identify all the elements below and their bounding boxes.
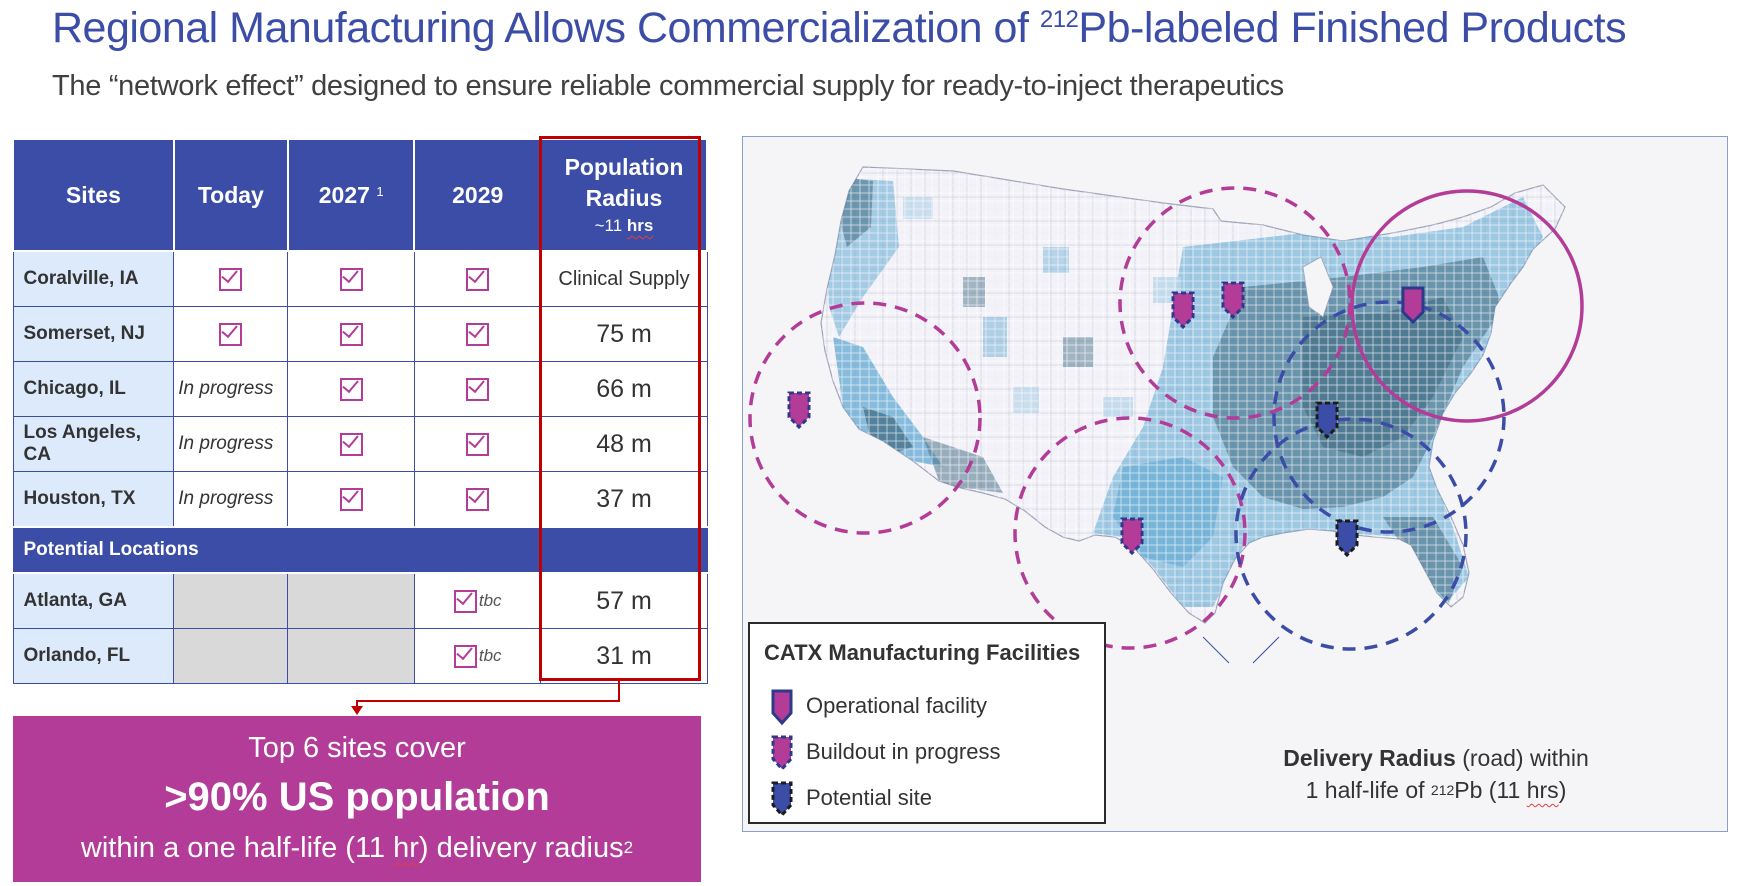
marker-chicago-buildout: [1171, 291, 1195, 330]
table-row: Coralville, IA Clinical Supply: [12, 250, 708, 307]
checkbox-checked-icon: [339, 487, 363, 511]
radius-circle-los-angeles: [748, 301, 982, 535]
checkbox-checked-icon: [453, 589, 477, 613]
marker-somerset-operational: [1401, 286, 1425, 325]
y2029-cell: [413, 471, 542, 528]
radius-cell: 31 m: [540, 628, 708, 684]
radius-circle-chicago: [1118, 186, 1352, 420]
header-population-radius: Population Radius ~11 hrs: [539, 138, 709, 252]
potential-locations-row: Potential Locations: [12, 526, 708, 574]
checkbox-checked-icon: [339, 377, 363, 401]
radius-circle-orlando: [1234, 417, 1468, 651]
today-cell: [173, 306, 289, 362]
checkbox-checked-icon: [466, 322, 490, 346]
y2027-cell: [287, 416, 415, 472]
header-2027: 2027 1: [286, 138, 416, 252]
map-legend: CATX Manufacturing Facilities Operationa…: [748, 622, 1106, 824]
radius-cell: 48 m: [540, 416, 708, 472]
today-cell: [173, 250, 289, 307]
today-cell: [173, 572, 289, 629]
radius-cell: 66 m: [540, 361, 708, 417]
radius-cell: 75 m: [540, 306, 708, 362]
buildout-marker-icon: [771, 735, 793, 772]
header-2029: 2029: [413, 138, 542, 252]
page-subtitle: The “network effect” designed to ensure …: [52, 70, 1284, 102]
y2027-cell: [287, 361, 415, 417]
site-name: Atlanta, GA: [12, 572, 175, 629]
site-name: Orlando, FL: [12, 628, 175, 684]
checkbox-checked-icon: [466, 487, 490, 511]
connector-arrow-icon: [351, 706, 363, 715]
radius-circle-somerset: [1350, 189, 1584, 423]
checkbox-checked-icon: [466, 267, 490, 291]
table-header-row: Sites Today 2027 1 2029 Population Radiu…: [12, 138, 709, 252]
marker-atlanta-potential: [1315, 401, 1339, 440]
connector-line: [356, 700, 620, 702]
table-row: Houston, TX In progress 37 m: [12, 471, 708, 528]
sites-table: Sites Today 2027 1 2029 Population Radiu…: [12, 138, 709, 684]
table-row: Somerset, NJ 75 m: [12, 306, 708, 362]
checkbox-checked-icon: [466, 377, 490, 401]
county-shading: [821, 167, 1565, 623]
site-name: Somerset, NJ: [12, 306, 175, 362]
leader-line: [1202, 636, 1230, 664]
leader-line: [1252, 636, 1280, 664]
site-name: Houston, TX: [12, 471, 175, 528]
marker-orlando-potential: [1335, 519, 1359, 558]
potential-marker-icon: [771, 781, 793, 818]
y2029-cell: [413, 250, 542, 307]
table-row: Los Angeles, CA In progress 48 m: [12, 416, 708, 472]
callout-line3: within a one half-life (11 hr) delivery …: [80, 832, 634, 864]
site-name: Chicago, IL: [12, 361, 175, 417]
legend-title: CATX Manufacturing Facilities: [764, 640, 1081, 665]
y2027-cell: [287, 471, 415, 528]
y2027-cell: [287, 306, 415, 362]
table-row: Atlanta, GA tbc 57 m: [12, 572, 708, 629]
connector-line: [618, 681, 620, 702]
page-title: Regional Manufacturing Allows Commercial…: [52, 4, 1627, 52]
site-name: Coralville, IA: [12, 250, 175, 307]
table-row: Orlando, FL tbc 31 m: [12, 628, 708, 684]
y2029-cell: tbc: [413, 572, 542, 629]
today-cell: In progress: [173, 361, 289, 417]
us-county-map: [748, 166, 1584, 664]
marker-coralville-buildout: [1221, 281, 1245, 320]
callout-line1: Top 6 sites cover: [248, 732, 466, 764]
checkbox-checked-icon: [339, 322, 363, 346]
y2029-cell: tbc: [413, 628, 542, 684]
header-today: Today: [172, 138, 289, 252]
checkbox-checked-icon: [219, 267, 243, 291]
y2027-cell: [287, 628, 415, 684]
radius-circle-atlanta: [1272, 300, 1506, 534]
table-row: Chicago, IL In progress 66 m: [12, 361, 708, 417]
great-lakes: [1302, 256, 1334, 318]
y2027-cell: [287, 250, 415, 307]
radius-circle-houston: [1013, 416, 1247, 650]
delivery-radius-label: Delivery Radius (road) within 1 half-lif…: [1283, 745, 1589, 803]
y2029-cell: [413, 361, 542, 417]
radius-cell: 57 m: [540, 572, 708, 629]
checkbox-checked-icon: [466, 432, 490, 456]
y2029-cell: [413, 306, 542, 362]
coverage-callout: Top 6 sites cover >90% US population wit…: [13, 716, 701, 882]
y2027-cell: [287, 572, 415, 629]
operational-marker-icon: [771, 689, 793, 726]
marker-los-angeles-buildout: [787, 391, 811, 430]
checkbox-checked-icon: [339, 432, 363, 456]
y2029-cell: [413, 416, 542, 472]
connector-line: [356, 700, 358, 708]
checkbox-checked-icon: [219, 322, 243, 346]
callout-headline: >90% US population: [164, 775, 550, 819]
checkbox-checked-icon: [339, 267, 363, 291]
site-name: Los Angeles, CA: [12, 416, 175, 472]
potential-locations-label: Potential Locations: [12, 526, 708, 574]
marker-houston-buildout: [1120, 517, 1144, 556]
radius-cell: Clinical Supply: [540, 250, 708, 307]
today-cell: In progress: [173, 471, 289, 528]
checkbox-checked-icon: [453, 644, 477, 668]
radius-cell: 37 m: [540, 471, 708, 528]
today-cell: [173, 628, 289, 684]
today-cell: In progress: [173, 416, 289, 472]
header-sites: Sites: [12, 138, 175, 252]
